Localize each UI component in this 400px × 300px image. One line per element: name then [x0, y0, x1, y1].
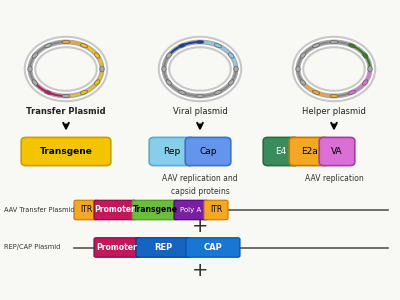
Ellipse shape [348, 44, 356, 48]
Text: AAV replication: AAV replication [305, 174, 363, 183]
FancyBboxPatch shape [204, 200, 228, 220]
Ellipse shape [100, 66, 104, 72]
Text: +: + [192, 260, 208, 280]
Text: Promoter: Promoter [95, 206, 135, 214]
Ellipse shape [330, 40, 338, 43]
Ellipse shape [234, 66, 238, 72]
Ellipse shape [228, 80, 234, 85]
Text: AAV Transfer Plasmid: AAV Transfer Plasmid [4, 207, 75, 213]
Ellipse shape [296, 66, 300, 72]
FancyBboxPatch shape [94, 200, 136, 220]
Text: E2a: E2a [301, 147, 317, 156]
Ellipse shape [368, 66, 372, 72]
Ellipse shape [166, 53, 172, 58]
Ellipse shape [300, 80, 306, 85]
Ellipse shape [196, 94, 204, 98]
Ellipse shape [214, 90, 222, 94]
Text: ITR: ITR [210, 206, 222, 214]
Ellipse shape [94, 53, 100, 58]
FancyBboxPatch shape [174, 200, 208, 220]
Text: Transgene: Transgene [40, 147, 92, 156]
Ellipse shape [178, 44, 186, 48]
FancyBboxPatch shape [185, 137, 231, 166]
FancyBboxPatch shape [21, 137, 111, 166]
Ellipse shape [32, 53, 38, 58]
FancyBboxPatch shape [136, 238, 190, 257]
Text: Helper plasmid: Helper plasmid [302, 106, 366, 116]
Text: Cap: Cap [199, 147, 217, 156]
FancyBboxPatch shape [289, 137, 329, 166]
Text: Promoter: Promoter [97, 243, 137, 252]
Text: +: + [192, 217, 208, 236]
FancyBboxPatch shape [94, 238, 140, 257]
Ellipse shape [80, 90, 88, 94]
Ellipse shape [32, 80, 38, 85]
Ellipse shape [228, 53, 234, 58]
Ellipse shape [196, 40, 204, 43]
Ellipse shape [62, 40, 70, 43]
Text: VA: VA [331, 147, 343, 156]
Text: CAP: CAP [204, 243, 222, 252]
Ellipse shape [178, 90, 186, 94]
Text: REP/CAP Plasmid: REP/CAP Plasmid [4, 244, 60, 250]
Ellipse shape [28, 66, 32, 72]
Ellipse shape [162, 66, 166, 72]
Ellipse shape [300, 53, 306, 58]
Ellipse shape [44, 44, 52, 48]
Text: ITR: ITR [80, 206, 92, 214]
Ellipse shape [330, 94, 338, 98]
Ellipse shape [44, 90, 52, 94]
Ellipse shape [80, 44, 88, 48]
FancyBboxPatch shape [319, 137, 355, 166]
Ellipse shape [94, 80, 100, 85]
Text: Transfer Plasmid: Transfer Plasmid [26, 106, 106, 116]
Ellipse shape [312, 44, 320, 48]
FancyBboxPatch shape [263, 137, 299, 166]
FancyBboxPatch shape [74, 200, 98, 220]
FancyBboxPatch shape [132, 200, 178, 220]
Ellipse shape [62, 94, 70, 98]
Text: AAV replication and
capsid proteins: AAV replication and capsid proteins [162, 174, 238, 196]
Text: Transgene: Transgene [132, 206, 178, 214]
Ellipse shape [348, 90, 356, 94]
Ellipse shape [312, 90, 320, 94]
Ellipse shape [166, 80, 172, 85]
Text: E4: E4 [275, 147, 287, 156]
Ellipse shape [362, 53, 368, 58]
Text: Viral plasmid: Viral plasmid [173, 106, 227, 116]
Ellipse shape [362, 80, 368, 85]
FancyBboxPatch shape [149, 137, 195, 166]
Ellipse shape [214, 44, 222, 48]
Text: Poly A: Poly A [180, 207, 202, 213]
Text: Rep: Rep [163, 147, 181, 156]
FancyBboxPatch shape [186, 238, 240, 257]
Text: REP: REP [154, 243, 172, 252]
